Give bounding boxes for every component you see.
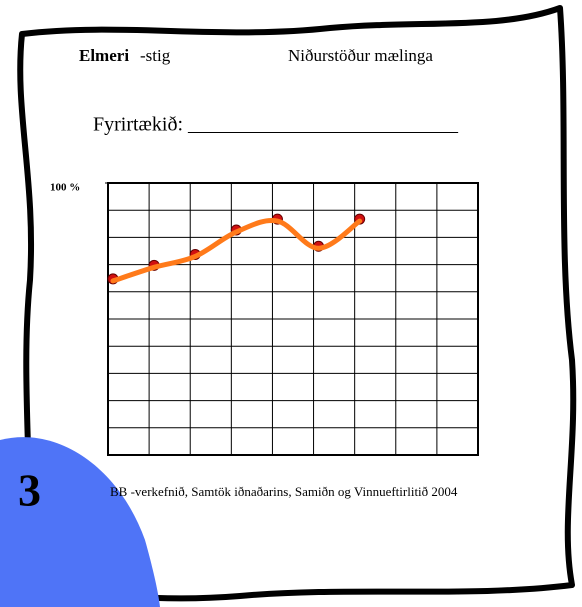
- chart: 100 %: [50, 182, 478, 455]
- title: Niðurstöður mælinga: [288, 46, 433, 65]
- company-label: Fyrirtækið: ___________________________: [93, 114, 459, 136]
- line: [113, 221, 360, 281]
- brand: Elmeri: [79, 46, 129, 65]
- y-tick-label: 100 %: [50, 182, 80, 194]
- slide: Elmeri -stig Niðurstöður mælinga Fyrirtæ…: [0, 0, 582, 607]
- brand-suffix: -stig: [140, 46, 171, 65]
- badge-shape: [0, 437, 160, 607]
- footer: BB -verkefnið, Samtök iðnaðarins, Samiðn…: [110, 484, 458, 499]
- badge: 3: [18, 465, 41, 516]
